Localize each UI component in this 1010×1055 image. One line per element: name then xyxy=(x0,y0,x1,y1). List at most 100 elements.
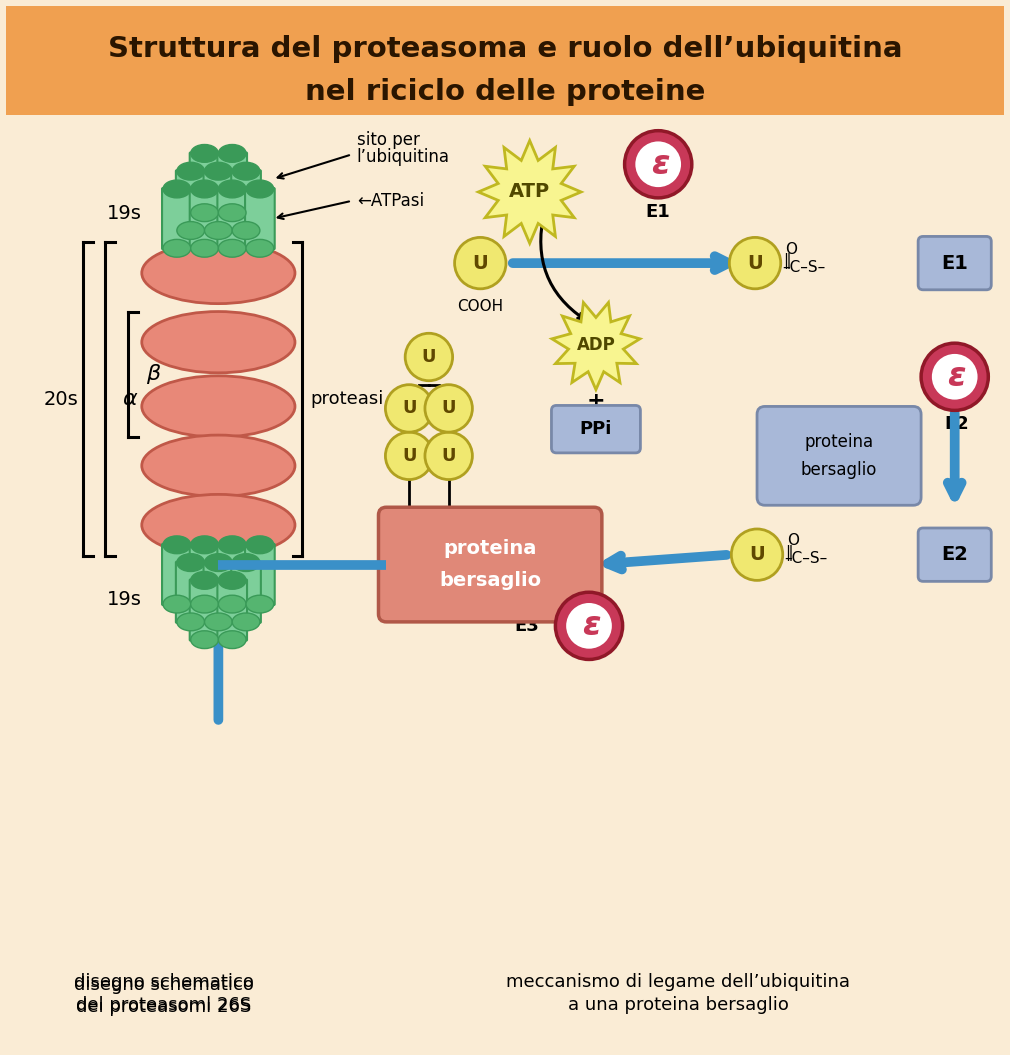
Text: U: U xyxy=(441,400,456,418)
Ellipse shape xyxy=(246,595,274,613)
Text: PPi: PPi xyxy=(580,420,612,438)
Text: ε: ε xyxy=(650,148,670,180)
Ellipse shape xyxy=(177,162,205,180)
Text: –C–S–: –C–S– xyxy=(783,260,826,274)
FancyBboxPatch shape xyxy=(758,406,921,505)
Text: U: U xyxy=(402,447,416,465)
Polygon shape xyxy=(479,140,581,244)
Text: ADP: ADP xyxy=(577,337,615,354)
Ellipse shape xyxy=(163,180,191,198)
Ellipse shape xyxy=(141,376,295,437)
FancyBboxPatch shape xyxy=(231,170,261,231)
Text: E1: E1 xyxy=(645,203,671,220)
Text: nel riciclo delle proteine: nel riciclo delle proteine xyxy=(305,78,705,107)
Circle shape xyxy=(454,237,506,289)
FancyBboxPatch shape xyxy=(217,579,247,640)
Text: E3: E3 xyxy=(515,617,539,635)
Ellipse shape xyxy=(163,536,191,554)
Ellipse shape xyxy=(163,595,191,613)
Text: β: β xyxy=(146,364,161,384)
Circle shape xyxy=(624,131,692,198)
Text: U: U xyxy=(421,348,436,366)
Text: U: U xyxy=(473,253,488,272)
Circle shape xyxy=(729,237,781,289)
Text: l’ubiquitina: l’ubiquitina xyxy=(357,149,449,167)
Ellipse shape xyxy=(177,222,205,239)
Text: bersaglio: bersaglio xyxy=(439,571,541,590)
FancyBboxPatch shape xyxy=(162,543,192,606)
Text: U: U xyxy=(747,253,763,272)
Text: meccanismo di legame dell’ubiquitina: meccanismo di legame dell’ubiquitina xyxy=(506,973,850,991)
FancyBboxPatch shape xyxy=(217,543,247,606)
Ellipse shape xyxy=(218,204,246,222)
Text: –C–S–: –C–S– xyxy=(785,551,828,567)
Ellipse shape xyxy=(218,239,246,257)
Text: ‖: ‖ xyxy=(783,253,791,269)
FancyBboxPatch shape xyxy=(204,170,233,231)
Text: O: O xyxy=(787,534,799,549)
Text: ε: ε xyxy=(582,610,600,642)
Circle shape xyxy=(731,529,783,580)
Ellipse shape xyxy=(191,204,218,222)
Text: E2: E2 xyxy=(941,545,969,564)
Text: U: U xyxy=(402,400,416,418)
Ellipse shape xyxy=(177,554,205,572)
Ellipse shape xyxy=(246,239,274,257)
Ellipse shape xyxy=(246,536,274,554)
Bar xyxy=(6,6,1004,115)
Polygon shape xyxy=(551,303,640,389)
Circle shape xyxy=(932,353,978,400)
Ellipse shape xyxy=(232,613,260,631)
FancyBboxPatch shape xyxy=(217,188,247,249)
FancyBboxPatch shape xyxy=(190,152,219,214)
Ellipse shape xyxy=(205,554,232,572)
Text: U: U xyxy=(749,545,765,564)
Ellipse shape xyxy=(141,495,295,556)
Ellipse shape xyxy=(218,145,246,162)
FancyBboxPatch shape xyxy=(190,188,219,249)
Circle shape xyxy=(425,385,473,433)
Text: O: O xyxy=(785,242,797,256)
Text: dei proteasomi 26S: dei proteasomi 26S xyxy=(77,996,251,1014)
Circle shape xyxy=(635,141,681,187)
FancyBboxPatch shape xyxy=(190,579,219,640)
Text: E2: E2 xyxy=(944,416,969,434)
Circle shape xyxy=(567,603,612,649)
FancyBboxPatch shape xyxy=(551,405,640,453)
Text: ε: ε xyxy=(947,360,966,394)
Ellipse shape xyxy=(191,180,218,198)
Ellipse shape xyxy=(141,243,295,304)
Ellipse shape xyxy=(177,613,205,631)
FancyBboxPatch shape xyxy=(217,152,247,214)
FancyBboxPatch shape xyxy=(918,528,991,581)
Text: Struttura del proteasoma e ruolo dell’ubiquitina: Struttura del proteasoma e ruolo dell’ub… xyxy=(108,35,902,62)
Text: 19s: 19s xyxy=(107,205,142,224)
FancyBboxPatch shape xyxy=(918,236,991,290)
Ellipse shape xyxy=(163,239,191,257)
Circle shape xyxy=(386,385,433,433)
Text: α: α xyxy=(122,389,137,409)
Ellipse shape xyxy=(191,572,218,590)
Ellipse shape xyxy=(205,613,232,631)
Ellipse shape xyxy=(218,631,246,649)
Text: ‖: ‖ xyxy=(785,544,792,560)
Ellipse shape xyxy=(141,311,295,372)
Ellipse shape xyxy=(191,239,218,257)
FancyBboxPatch shape xyxy=(176,170,205,231)
Ellipse shape xyxy=(191,595,218,613)
Ellipse shape xyxy=(218,180,246,198)
Ellipse shape xyxy=(218,595,246,613)
Text: proteina: proteina xyxy=(805,433,874,450)
Ellipse shape xyxy=(218,572,246,590)
Circle shape xyxy=(556,592,622,659)
Text: proteina: proteina xyxy=(443,539,537,558)
Ellipse shape xyxy=(218,536,246,554)
Ellipse shape xyxy=(246,180,274,198)
FancyBboxPatch shape xyxy=(245,188,275,249)
Text: a una proteina bersaglio: a una proteina bersaglio xyxy=(568,996,789,1014)
Ellipse shape xyxy=(191,631,218,649)
Ellipse shape xyxy=(191,145,218,162)
Text: +: + xyxy=(587,391,605,411)
Text: proteasi: proteasi xyxy=(310,390,384,408)
Text: 19s: 19s xyxy=(107,590,142,609)
